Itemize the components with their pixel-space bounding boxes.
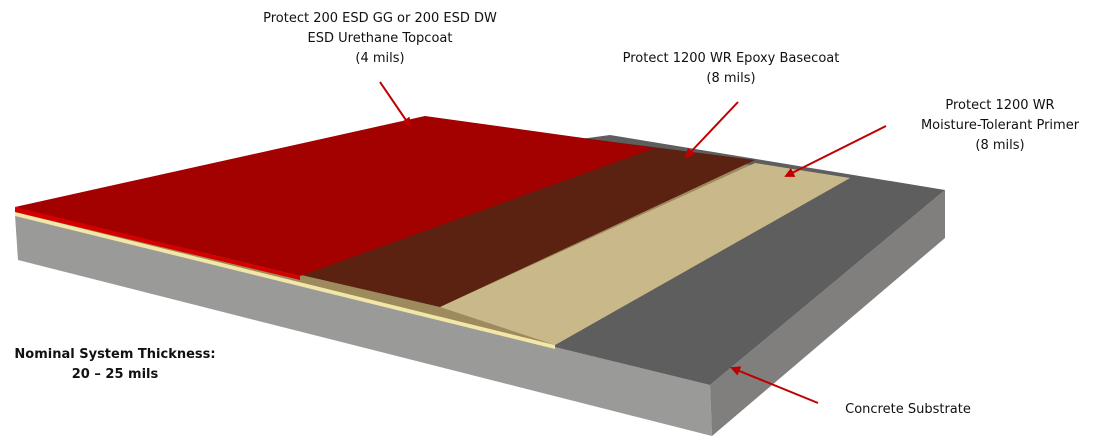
- side-face: [710, 190, 945, 436]
- slab: [15, 116, 945, 436]
- label: (4 mils): [355, 51, 404, 66]
- topcoat-layer: [15, 116, 655, 276]
- topcoat-edge: [15, 207, 300, 280]
- label: (8 mils): [975, 138, 1024, 153]
- label: Concrete Substrate: [845, 402, 971, 417]
- arrow: [684, 101, 739, 159]
- arrow: [730, 366, 819, 404]
- label: Protect 200 ESD GG or 200 ESD DW: [263, 11, 497, 26]
- front-face: [15, 215, 712, 436]
- label: Nominal System Thickness:: [14, 347, 215, 362]
- arrows: [379, 81, 887, 404]
- primer-edge: [15, 212, 555, 349]
- label: 20 – 25 mils: [72, 367, 159, 382]
- label: Protect 1200 WR Epoxy Basecoat: [623, 51, 840, 66]
- arrow: [379, 81, 412, 128]
- primer-top: [440, 163, 850, 345]
- label: Protect 1200 WR: [945, 98, 1054, 113]
- label: (8 mils): [706, 71, 755, 86]
- label: Moisture-Tolerant Primer: [921, 118, 1080, 133]
- arrow: [784, 125, 887, 177]
- label: ESD Urethane Topcoat: [308, 31, 453, 46]
